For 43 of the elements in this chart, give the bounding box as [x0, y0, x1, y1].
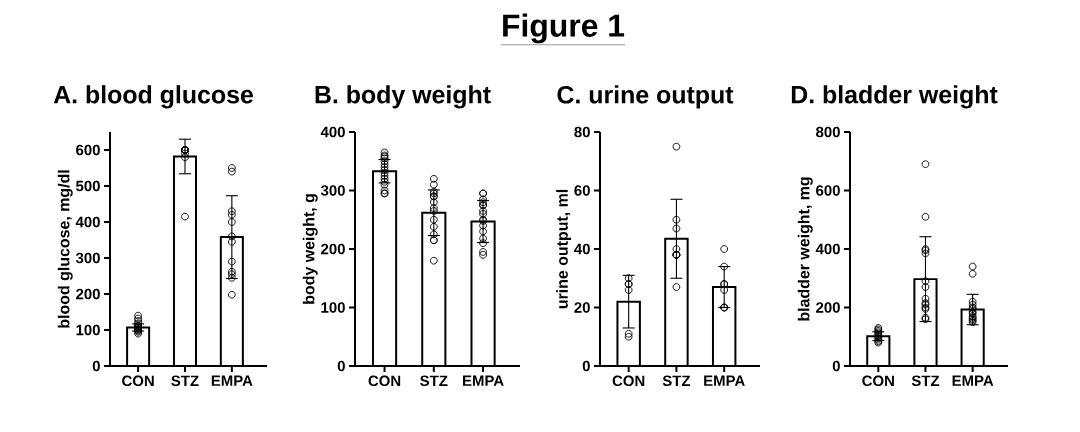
- y-tick-label: 0: [337, 360, 345, 372]
- y-tick-label: 600: [76, 144, 100, 156]
- y-tick-label: 400: [75, 216, 100, 228]
- chart-title: C. urine output: [557, 85, 734, 109]
- y-tick-label: 0: [582, 360, 590, 372]
- y-tick-label: 100: [76, 324, 100, 336]
- x-tick-label: EMPA: [463, 375, 504, 386]
- y-axis-title: blood glucose, mg/dl: [57, 170, 73, 328]
- x-tick-label: CON: [368, 375, 401, 387]
- chart-title: B. body weight: [315, 85, 491, 109]
- x-tick-label: CON: [862, 375, 894, 387]
- y-tick-label: 200: [321, 243, 345, 255]
- y-tick-label: 40: [574, 243, 590, 255]
- x-tick-label: STZ: [662, 375, 691, 387]
- y-tick-label: 600: [816, 185, 840, 196]
- y-tick-label: 60: [574, 185, 590, 196]
- x-tick-label: EMPA: [704, 375, 745, 386]
- x-tick-label: CON: [612, 375, 645, 387]
- y-tick-label: 80: [574, 126, 590, 138]
- y-tick-label: 300: [75, 252, 100, 264]
- y-axis-title: bladder weight, mg: [797, 177, 813, 321]
- y-tick-label: 0: [832, 360, 840, 372]
- y-tick-label: 500: [76, 180, 100, 192]
- y-tick-label: 0: [92, 360, 100, 372]
- y-tick-label: 400: [320, 126, 345, 138]
- x-tick-label: STZ: [911, 375, 940, 387]
- x-tick-label: EMPA: [952, 375, 994, 386]
- x-tick-label: CON: [122, 375, 154, 387]
- y-tick-label: 400: [815, 243, 840, 255]
- y-axis-title: urine output, ml: [556, 189, 572, 309]
- chart-title: A. blood glucose: [53, 85, 253, 109]
- y-axis-title: body weight, g: [302, 194, 318, 304]
- y-tick-label: 300: [320, 185, 345, 196]
- x-tick-label: STZ: [420, 375, 448, 387]
- x-tick-label: EMPA: [211, 375, 253, 386]
- chart-title: D. bladder weight: [791, 85, 998, 109]
- y-tick-label: 20: [574, 302, 590, 313]
- y-tick-label: 200: [816, 302, 840, 313]
- y-tick-label: 800: [816, 126, 840, 138]
- x-tick-label: STZ: [171, 375, 199, 387]
- text: Figure 1: [503, 13, 625, 44]
- y-tick-label: 100: [321, 302, 345, 313]
- y-tick-label: 200: [76, 288, 100, 300]
